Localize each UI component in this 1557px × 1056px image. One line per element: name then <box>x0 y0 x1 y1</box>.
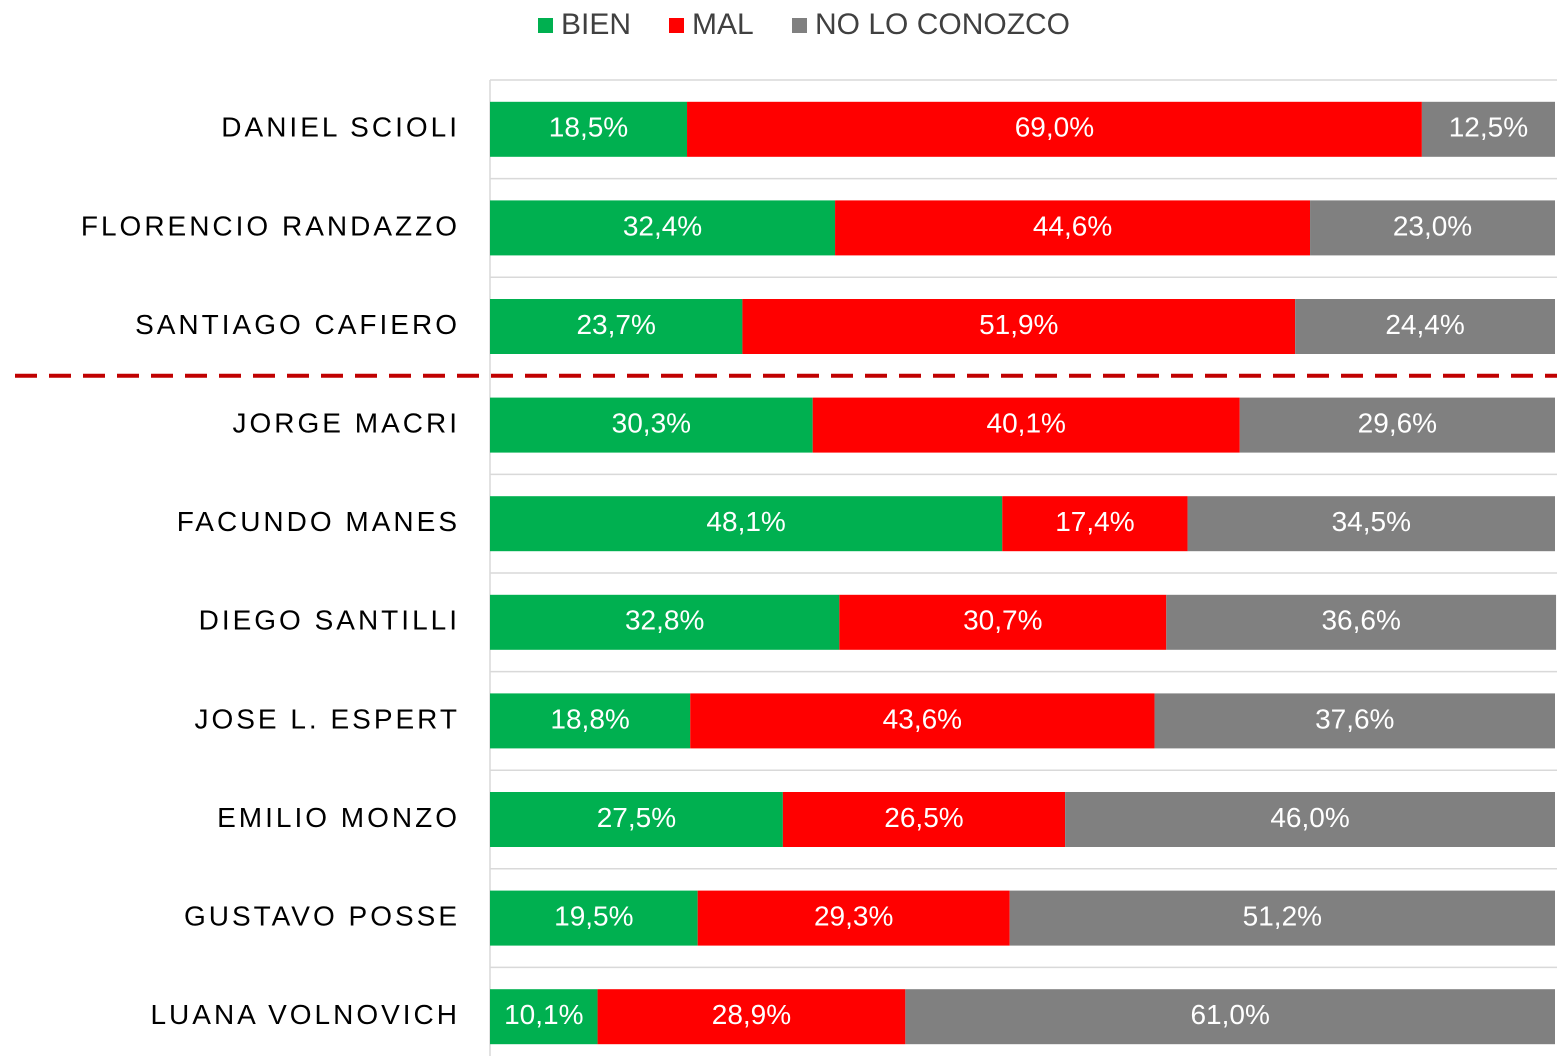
value-label: 29,3% <box>814 900 893 931</box>
value-label: 12,5% <box>1449 112 1528 143</box>
legend-label: MAL <box>692 8 754 41</box>
value-label: 23,7% <box>576 309 655 340</box>
value-label: 32,8% <box>625 605 704 636</box>
category-label: DANIEL SCIOLI <box>221 112 460 143</box>
category-label: EMILIO MONZO <box>217 802 460 833</box>
value-label: 23,0% <box>1393 210 1472 241</box>
value-label: 61,0% <box>1190 999 1269 1030</box>
category-label: FACUNDO MANES <box>177 506 460 537</box>
value-label: 36,6% <box>1321 605 1400 636</box>
value-label: 24,4% <box>1385 309 1464 340</box>
bar-segment <box>1154 693 1555 749</box>
bar-segment <box>490 299 743 354</box>
value-label: 26,5% <box>884 802 963 833</box>
value-label: 10,1% <box>504 999 583 1030</box>
category-label: JORGE MACRI <box>233 407 460 438</box>
category-label: DIEGO SANTILLI <box>199 605 460 636</box>
value-label: 34,5% <box>1332 506 1411 537</box>
bar-segment <box>697 890 1010 946</box>
bar-segment <box>1421 101 1555 157</box>
bar-segment <box>1002 496 1188 552</box>
bar-segment <box>905 989 1555 1045</box>
value-label: 51,2% <box>1243 900 1322 931</box>
bar-segment <box>597 989 906 1045</box>
value-label: 28,9% <box>712 999 791 1030</box>
category-label: GUSTAVO POSSE <box>184 900 460 931</box>
value-label: 18,5% <box>549 112 628 143</box>
bar-segment <box>835 200 1311 256</box>
bar-segment <box>490 693 691 749</box>
value-label: 18,8% <box>550 703 629 734</box>
legend-label: BIEN <box>561 8 631 41</box>
value-label: 30,7% <box>963 605 1042 636</box>
bar-segment <box>742 299 1296 354</box>
legend-swatch <box>538 18 553 33</box>
value-label: 40,1% <box>987 407 1066 438</box>
bar-segment <box>812 397 1240 453</box>
bar-segment <box>490 200 836 256</box>
value-label: 30,3% <box>612 407 691 438</box>
value-label: 29,6% <box>1358 407 1437 438</box>
legend-swatch <box>669 18 684 33</box>
category-label: JOSE L. ESPERT <box>194 703 460 734</box>
bar-segment <box>1295 299 1555 354</box>
value-label: 32,4% <box>623 210 702 241</box>
bar-segment <box>1065 792 1555 847</box>
bar-segment <box>1009 890 1555 946</box>
bar-segment <box>490 496 1003 552</box>
value-label: 43,6% <box>883 703 962 734</box>
value-label: 37,6% <box>1315 703 1394 734</box>
value-label: 51,9% <box>979 309 1058 340</box>
bar-segment <box>490 397 813 453</box>
bar-segment <box>1239 397 1555 453</box>
category-label: LUANA VOLNOVICH <box>150 999 460 1030</box>
bar-segment <box>782 792 1066 847</box>
bar-segment <box>687 101 1422 157</box>
value-label: 19,5% <box>554 900 633 931</box>
bar-segment <box>490 101 688 157</box>
value-label: 44,6% <box>1033 210 1112 241</box>
value-label: 17,4% <box>1055 506 1134 537</box>
bar-segment <box>490 989 598 1045</box>
value-label: 27,5% <box>597 802 676 833</box>
bar-segment <box>1166 594 1557 650</box>
bar-segment <box>490 792 783 847</box>
category-label: FLORENCIO RANDAZZO <box>81 210 460 241</box>
category-label: SANTIAGO CAFIERO <box>135 309 460 340</box>
bar-segment <box>490 890 698 946</box>
value-label: 46,0% <box>1270 802 1349 833</box>
bar-segment <box>490 594 840 650</box>
value-label: 48,1% <box>706 506 785 537</box>
bar-segment <box>839 594 1167 650</box>
bar-segment <box>1310 200 1555 256</box>
legend-swatch <box>792 18 807 33</box>
legend-label: NO LO CONOZCO <box>815 8 1070 41</box>
value-label: 69,0% <box>1015 112 1094 143</box>
bar-segment <box>1187 496 1555 552</box>
bar-segment <box>690 693 1155 749</box>
